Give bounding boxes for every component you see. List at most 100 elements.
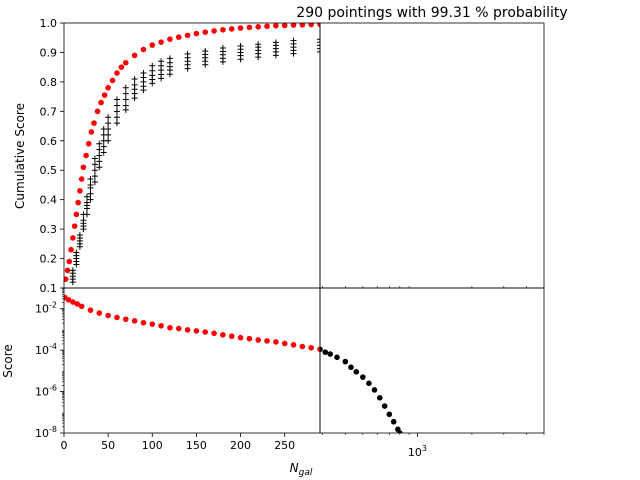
point-red-cumulative <box>255 24 262 30</box>
point-red-score <box>184 327 191 333</box>
y-tick-label-score: 10-2 <box>35 301 57 316</box>
point-black-score-log <box>348 364 354 371</box>
point-red-score <box>158 322 164 329</box>
chart-title: 290 pointings with 99.31 % probability <box>296 5 567 21</box>
point-red-cumulative <box>193 30 200 37</box>
point-red-cumulative <box>131 52 138 59</box>
point-black-score-log <box>320 346 323 353</box>
series-group-cumulative <box>64 23 320 286</box>
point-red-cumulative <box>264 23 270 30</box>
point-red-cumulative <box>64 267 71 274</box>
point-red-cumulative <box>77 188 83 194</box>
point-black-score-log <box>381 403 388 409</box>
y-tick-label-cumulative: 0.9 <box>40 46 58 59</box>
point-red-cumulative <box>158 39 164 45</box>
point-plus-series-4 <box>100 143 107 150</box>
point-plus-series-2 <box>96 146 103 153</box>
point-red-score <box>87 307 94 313</box>
x-tick-label: 250 <box>274 439 295 452</box>
point-red-score <box>211 330 217 337</box>
point-plus-series-2 <box>105 120 112 127</box>
point-red-cumulative <box>175 34 182 40</box>
y-tick-label-score: 10-6 <box>35 384 57 399</box>
point-red-cumulative <box>64 276 69 282</box>
point-plus-series-5 <box>255 54 262 61</box>
point-black-score-log <box>342 358 349 365</box>
point-red-cumulative <box>281 23 288 29</box>
point-plus-series-4 <box>317 45 320 52</box>
y-tick-label-cumulative: 1.0 <box>40 17 58 30</box>
point-black-score-log <box>376 395 383 401</box>
point-red-score <box>70 299 76 305</box>
point-red-cumulative <box>68 246 74 253</box>
point-red-score <box>220 332 226 338</box>
point-plus-series-5 <box>140 87 147 94</box>
point-red-score <box>237 334 244 341</box>
point-red-cumulative <box>94 108 101 115</box>
point-red-cumulative <box>105 84 111 91</box>
point-plus-series-5 <box>317 48 320 55</box>
point-black-score-log <box>386 411 393 418</box>
point-plus-series-5 <box>83 211 90 218</box>
point-red-score <box>78 303 85 310</box>
x-axis-label: Ngal <box>290 461 313 478</box>
point-red-cumulative <box>91 120 97 126</box>
point-plus-series-4 <box>91 173 98 180</box>
y-tick-label-score: 10-8 <box>35 425 57 440</box>
point-black-score-log <box>334 354 340 361</box>
point-plus-series-5 <box>87 196 94 203</box>
point-red-cumulative <box>78 176 85 182</box>
point-plus-series-3 <box>96 152 103 159</box>
point-plus-series-4 <box>105 131 112 138</box>
point-plus-series-5 <box>80 226 87 233</box>
y-tick-label-cumulative: 0.2 <box>40 253 58 266</box>
y-tick-label-cumulative: 0.8 <box>40 76 58 89</box>
point-plus-series-1 <box>105 114 112 121</box>
x-tick-label: 0 <box>61 439 68 452</box>
point-plus-series-3 <box>87 184 94 191</box>
point-red-cumulative <box>71 223 78 229</box>
point-red-score <box>175 325 182 332</box>
point-plus-series-5 <box>91 179 98 185</box>
y-tick-label-cumulative: 0.4 <box>40 194 58 207</box>
frame-score-log <box>319 287 545 434</box>
point-plus-series-3 <box>113 108 120 115</box>
point-red-cumulative <box>83 152 89 159</box>
point-red-score <box>122 316 129 323</box>
point-plus-series-1 <box>83 193 90 200</box>
point-red-cumulative <box>73 211 80 218</box>
point-black-score-log <box>360 374 366 380</box>
point-black-score-log <box>397 430 403 433</box>
point-red-cumulative <box>101 92 108 98</box>
point-red-score <box>264 338 270 344</box>
point-plus-series-5 <box>237 56 244 63</box>
point-red-cumulative <box>66 258 73 265</box>
point-red-score <box>193 328 200 334</box>
point-red-cumulative <box>85 140 92 147</box>
point-plus-series-1 <box>96 140 103 147</box>
point-plus-series-5 <box>113 120 120 127</box>
point-red-score <box>273 339 279 345</box>
point-red-cumulative <box>70 235 76 241</box>
point-red-score <box>105 312 111 319</box>
y-axis-label-score: Score <box>1 344 15 378</box>
point-red-score <box>140 319 147 326</box>
point-red-score <box>290 342 297 348</box>
y-tick-label-cumulative: 0.3 <box>40 223 58 236</box>
point-plus-series-5 <box>131 95 138 102</box>
point-red-cumulative <box>273 23 279 29</box>
frame-cumulative <box>63 22 321 289</box>
point-red-score <box>167 324 173 331</box>
point-red-cumulative <box>80 164 87 171</box>
point-red-cumulative <box>246 24 253 31</box>
series-group-score <box>64 294 320 353</box>
x-tick-label: 50 <box>101 439 115 452</box>
point-plus-series-4 <box>83 205 90 212</box>
point-plus-series-2 <box>122 90 129 97</box>
point-plus-series-5 <box>272 52 279 59</box>
y-tick-label-cumulative: 0.7 <box>40 105 58 118</box>
point-plus-series-3 <box>91 167 98 174</box>
point-red-cumulative <box>237 25 244 31</box>
point-red-score <box>299 343 306 350</box>
point-plus-series-1 <box>113 96 120 103</box>
